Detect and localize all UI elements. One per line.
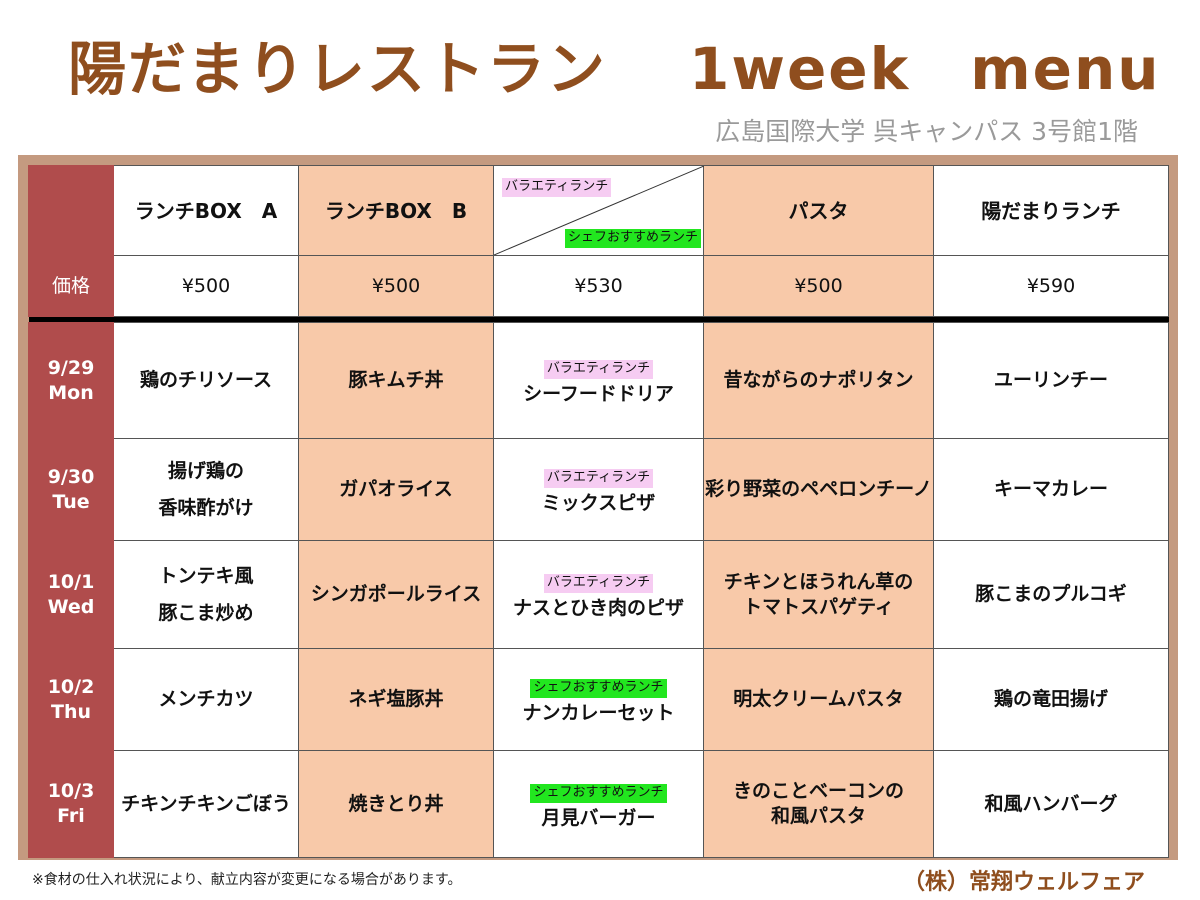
date: 10/3	[47, 780, 95, 803]
day-row: 10/1 Wed トンテキ風 豚こま炒め シンガポールライス バラエティランチ ナスとひき…	[28, 540, 1169, 649]
column-header-pasta: パスタ	[703, 165, 934, 256]
dish-hidamari: 鶏の竜田揚げ	[933, 648, 1169, 751]
dish-name: ナスとひき肉のピザ	[512, 597, 684, 620]
day-cell: 9/30 Tue	[28, 438, 114, 541]
dish-variety-chef: バラエティランチナスとひき肉のピザ	[493, 540, 704, 649]
price-cell: ¥500	[298, 255, 494, 317]
day-row: 9/29 Mon 鶏のチリソース 豚キムチ丼 バラエティランチ シーフードドリア 昔ながらの…	[28, 322, 1169, 439]
weekday: Wed	[47, 595, 95, 618]
dish-name: 揚げ鶏の 香味酢がけ	[158, 460, 254, 519]
weekday: Mon	[48, 381, 94, 404]
date: 10/1	[47, 570, 95, 593]
dish-hidamari: キーマカレー	[933, 438, 1169, 541]
weekday: Fri	[57, 805, 85, 827]
dish-name: シーフードドリア	[523, 383, 674, 406]
dish-name: 昔ながらのナポリタン	[723, 369, 914, 392]
dish-box-a: 揚げ鶏の 香味酢がけ	[113, 438, 299, 541]
dish-variety-chef: バラエティランチ シーフードドリア	[493, 322, 704, 439]
column-header-box-b: ランチBOX B	[298, 165, 494, 256]
dish-name: 明太クリームパスタ	[733, 688, 904, 711]
dish-box-a: メンチカツ	[113, 648, 299, 751]
chef-lunch-tag: シェフおすすめランチ	[564, 229, 701, 248]
price-row: 価格 ¥500 ¥500 ¥530 ¥500 ¥590	[28, 255, 1169, 317]
day-cell: 9/29 Mon	[28, 322, 114, 439]
company-name: （株）常翔ウェルフェア	[902, 870, 1145, 895]
dish-box-a: 鶏のチリソース	[113, 322, 299, 439]
header-row: ランチBOX A ランチBOX B バラエティランチ シェフおすすめランチ パス…	[28, 165, 1169, 256]
column-header-variety-chef: バラエティランチ シェフおすすめランチ	[493, 165, 704, 256]
dish-variety-chef: シェフおすすめランチ ナンカレーセット	[493, 648, 704, 751]
weekday: Tue	[52, 490, 90, 513]
dish-variety-chef: バラエティランチ ミックスピザ	[493, 438, 704, 541]
price-cell: ¥530	[493, 255, 704, 317]
dish-name: ナンカレーセット	[522, 702, 675, 725]
dish-name: 月見バーガー	[541, 806, 656, 829]
day-cell: 10/3 Fri	[28, 750, 114, 858]
diagonal-divider	[494, 166, 704, 255]
dish-pasta: きのことベーコンの 和風パスタ	[703, 750, 934, 858]
lunch-type-tag: バラエティランチ	[543, 574, 654, 594]
dish-name: 鶏のチリソース	[139, 369, 273, 392]
variety-lunch-tag: バラエティランチ	[502, 178, 612, 197]
dish-name: チキンとほうれん草の トマトスパゲティ	[723, 570, 914, 618]
dish-box-a: トンテキ風 豚こま炒め	[113, 540, 299, 649]
lunch-type-tag: バラエティランチ	[543, 469, 654, 489]
day-cell: 10/1 Wed	[28, 540, 114, 649]
dish-name: 彩り野菜のペペロンチーノ	[705, 478, 932, 501]
footer-note: ※食材の仕入れ状況により、献立内容が変更になる場合があります。	[32, 872, 462, 888]
column-header-hidamari: 陽だまりランチ	[933, 165, 1169, 256]
dish-box-b: ガパオライス	[298, 438, 494, 541]
day-row: 10/3 Fri チキンチキンごぼう 焼きとり丼 シェフおすすめランチ 月見バーガー きのこ…	[28, 750, 1169, 858]
dish-box-b: 焼きとり丼	[298, 750, 494, 858]
dish-pasta: 彩り野菜のペペロンチーノ	[703, 438, 934, 541]
price-cell: ¥500	[113, 255, 299, 317]
location-subtitle: 広島国際大学 呉キャンパス 3号館1階	[715, 117, 1138, 146]
dish-name: チキンチキンごぼう	[121, 792, 291, 815]
price-label: 価格	[28, 255, 114, 317]
lunch-type-tag: バラエティランチ	[543, 360, 654, 380]
dish-box-b: ネギ塩豚丼	[298, 648, 494, 751]
dish-pasta: 明太クリームパスタ	[703, 648, 934, 751]
dish-box-b: シンガポールライス	[298, 540, 494, 649]
date: 10/2	[47, 675, 95, 698]
lunch-type-tag: シェフおすすめランチ	[530, 783, 667, 803]
column-header-box-a: ランチBOX A	[113, 165, 299, 256]
day-cell: 10/2 Thu	[28, 648, 114, 751]
dish-name: ミックスピザ	[541, 492, 656, 515]
price-cell: ¥500	[703, 255, 934, 317]
price-cell: ¥590	[933, 255, 1169, 317]
corner-cell	[28, 165, 114, 256]
separator-line	[28, 316, 1169, 323]
lunch-type-tag: シェフおすすめランチ	[530, 679, 667, 699]
day-row: 9/30 Tue 揚げ鶏の 香味酢がけ ガパオライス バラエティランチ ミックスピザ 彩り野…	[28, 438, 1169, 541]
date: 9/29	[47, 356, 95, 379]
dish-name: きのことベーコンの 和風パスタ	[732, 780, 904, 827]
day-row: 10/2 Thu メンチカツ ネギ塩豚丼 シェフおすすめランチ ナンカレーセット 明太クリー…	[28, 648, 1169, 751]
weekday: Thu	[50, 700, 91, 723]
dish-hidamari: 和風ハンバーグ	[933, 750, 1169, 858]
weekly-menu-table: ランチBOX A ランチBOX B バラエティランチ シェフおすすめランチ パス…	[28, 165, 1169, 858]
dish-pasta: チキンとほうれん草の トマトスパゲティ	[703, 540, 934, 649]
page-title: 陽だまりレストラン 1week menu	[68, 35, 1161, 103]
dish-box-b: 豚キムチ丼	[298, 322, 494, 439]
dish-variety-chef: シェフおすすめランチ 月見バーガー	[493, 750, 704, 858]
dish-hidamari: ユーリンチー	[933, 322, 1169, 439]
dish-box-a: チキンチキンごぼう	[113, 750, 299, 858]
dish-hidamari: 豚こまのプルコギ	[933, 540, 1169, 649]
dish-name: メンチカツ	[158, 688, 254, 711]
date: 9/30	[47, 465, 95, 488]
dish-pasta: 昔ながらのナポリタン	[703, 322, 934, 439]
dish-name: トンテキ風 豚こま炒め	[158, 565, 254, 624]
